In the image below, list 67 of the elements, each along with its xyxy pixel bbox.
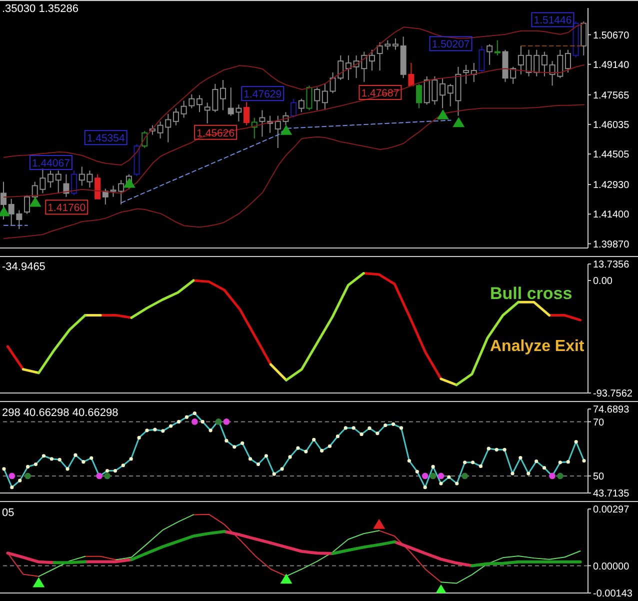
candlestick [24, 194, 30, 214]
point [373, 518, 386, 529]
candlestick [172, 108, 179, 126]
candlestick [55, 170, 62, 194]
annotation: Analyze Exit [490, 338, 584, 355]
annotation: Bull cross [490, 284, 572, 303]
candlestick [408, 62, 414, 86]
candlestick [298, 98, 304, 113]
point [29, 196, 42, 207]
y-tick-label: 0.00297 [593, 504, 630, 516]
candlestick [220, 80, 226, 111]
candlestick [196, 94, 202, 113]
candlestick [392, 38, 398, 50]
candlestick [94, 174, 101, 200]
point [280, 124, 292, 135]
candlestick [0, 181, 6, 220]
y-tick-label: -93.7562 [593, 388, 633, 400]
y-tick-label: 50 [593, 472, 605, 482]
y-tick-label: 70 [593, 417, 605, 428]
candlestick [345, 54, 352, 80]
candlestick [244, 101, 250, 126]
point [123, 178, 136, 188]
y-tick-label: 1.41400 [593, 210, 630, 221]
candlestick [188, 94, 195, 109]
candlestick [494, 40, 500, 56]
candlestick [368, 49, 375, 72]
annotation: 1.45354 [86, 132, 125, 145]
candlestick [564, 49, 571, 73]
annotation: .35030 1.35286 [2, 3, 78, 15]
candlestick [440, 78, 446, 109]
candlestick [322, 83, 328, 111]
candlestick [180, 100, 187, 118]
y-tick-label: 43.7135 [593, 488, 630, 500]
y-tick-label: 0.00000 [593, 561, 630, 572]
point [436, 109, 449, 120]
y-tick-label: 1.46035 [593, 120, 630, 131]
candlestick [416, 83, 422, 109]
y-tick-label: 1.50670 [593, 30, 630, 42]
annotation: 05 [2, 507, 14, 519]
y-tick-label: 1.49140 [593, 60, 630, 71]
candlestick [486, 44, 493, 66]
y-tick-label: 1.42930 [593, 180, 630, 192]
point [280, 574, 292, 584]
y-tick-label: -0.00143 [593, 588, 633, 600]
y-tick-label: 1.47565 [593, 90, 630, 102]
annotation: 298 40.66298 40.66298 [2, 407, 118, 419]
y-tick-label: 1.44505 [593, 150, 630, 161]
y-tick-label: 13.7356 [593, 260, 630, 271]
y-tick-label: 0.00 [593, 276, 613, 288]
candlestick [71, 170, 78, 196]
annotation: 1.50207 [432, 38, 470, 51]
annotation: 1.44067 [32, 158, 70, 170]
annotation: 1.41760 [48, 202, 86, 214]
y-tick-label: 74.6893 [593, 404, 630, 416]
point [32, 577, 45, 588]
y-tick-label: 1.39870 [593, 239, 630, 250]
annotation: -34.9465 [2, 261, 46, 273]
annotation: 1.51446 [534, 14, 572, 27]
annotation: 1.47629 [244, 88, 282, 101]
line-series [3, 104, 585, 240]
candlestick [63, 174, 70, 198]
point [452, 117, 465, 128]
candlestick [463, 64, 470, 84]
candlestick [290, 98, 297, 118]
candlestick [518, 45, 524, 75]
candlestick [541, 51, 548, 77]
candlestick [48, 170, 54, 188]
